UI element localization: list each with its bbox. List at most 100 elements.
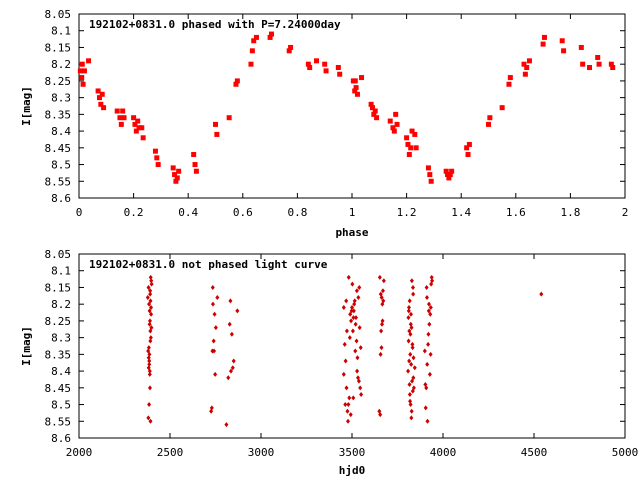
unphased-x-tick-label: 5000	[612, 446, 639, 459]
phased-data-point	[286, 48, 292, 54]
unphased-data-point	[410, 388, 415, 394]
unphased-data-point	[148, 418, 153, 424]
unphased-y-tick-label: 8.25	[45, 315, 72, 328]
unphased-data-point	[378, 412, 383, 418]
unphased-data-point	[412, 365, 417, 371]
unphased-data-point	[423, 405, 428, 411]
unphased-data-point	[409, 415, 414, 421]
unphased-data-point	[347, 395, 352, 401]
phased-data-point	[81, 68, 87, 74]
unphased-data-point	[408, 351, 413, 357]
unphased-x-tick-label: 3000	[248, 446, 275, 459]
phased-data-points	[77, 31, 616, 184]
phased-x-tick-label: 0.6	[233, 206, 253, 219]
phased-data-point	[253, 34, 259, 40]
unphased-data-point	[352, 301, 357, 307]
unphased-data-point	[409, 278, 414, 284]
phased-data-point	[412, 131, 418, 137]
unphased-data-point	[145, 294, 150, 300]
unphased-data-point	[426, 308, 431, 314]
unphased-y-tick-label: 8.35	[45, 348, 72, 361]
phased-data-point	[307, 65, 313, 71]
phased-y-tick-label: 8.2	[51, 58, 71, 71]
phased-data-point	[369, 105, 375, 111]
phased-data-point	[139, 125, 145, 131]
unphased-y-axis-label: I[mag]	[20, 326, 33, 366]
phased-x-tick-label: 1.4	[451, 206, 471, 219]
unphased-data-point	[379, 328, 384, 334]
phased-x-tick-label: 0.4	[178, 206, 198, 219]
phased-data-point	[154, 155, 160, 161]
phased-data-point	[359, 75, 365, 81]
phased-y-tick-label: 8.45	[45, 142, 72, 155]
phased-data-point	[487, 115, 493, 121]
unphased-data-point	[230, 365, 235, 371]
unphased-y-tick-label: 8.45	[45, 382, 72, 395]
phased-data-point	[559, 38, 565, 44]
phased-data-point	[172, 172, 178, 178]
phased-chart-panel: 192102+0831.0 phased with P=7.24000day p…	[20, 8, 628, 239]
phased-data-point	[249, 48, 255, 54]
unphased-data-point	[149, 325, 154, 331]
phased-data-point	[86, 58, 92, 64]
unphased-data-point	[351, 395, 356, 401]
unphased-y-tick-label: 8.05	[45, 248, 72, 261]
phased-data-point	[120, 108, 126, 114]
phased-data-point	[354, 91, 360, 97]
phased-x-ticks: 0 0.2 0.4 0.6 0.8 1 1.2 1.4 1.6 1.8 2	[76, 14, 629, 219]
phased-data-point	[427, 172, 433, 178]
unphased-data-point	[343, 402, 348, 408]
unphased-y-tick-label: 8.15	[45, 281, 72, 294]
phased-data-point	[170, 165, 176, 171]
unphased-data-point	[424, 284, 429, 290]
unphased-data-point	[347, 335, 352, 341]
unphased-y-tick-label: 8.3	[51, 332, 71, 345]
unphased-data-point	[354, 315, 359, 321]
unphased-data-point	[407, 392, 412, 398]
unphased-data-point	[353, 321, 358, 327]
phased-data-point	[135, 118, 141, 124]
unphased-data-point	[349, 318, 354, 324]
phased-y-tick-label: 8.05	[45, 8, 72, 21]
phased-data-point	[132, 121, 138, 127]
unphased-y-tick-label: 8.55	[45, 415, 72, 428]
unphased-data-point	[147, 358, 152, 364]
unphased-data-point	[358, 345, 363, 351]
phased-data-point	[192, 162, 198, 168]
phased-data-point	[391, 128, 397, 134]
unphased-data-point	[148, 274, 153, 280]
unphased-data-point	[429, 274, 434, 280]
unphased-data-point	[406, 305, 411, 311]
phased-data-point	[314, 58, 320, 64]
phased-plot-frame	[78, 13, 626, 199]
unphased-data-point	[231, 358, 236, 364]
phased-data-point	[193, 168, 199, 174]
phased-data-point	[114, 108, 120, 114]
phased-y-tick-label: 8.5	[51, 159, 71, 172]
unphased-y-ticks: 8.05 8.1 8.15 8.2 8.25 8.3 8.35 8.4 8.45 8.5 8.55 8…	[45, 248, 625, 445]
unphased-data-point	[357, 325, 362, 331]
phased-data-point	[371, 111, 377, 117]
phased-data-point	[267, 34, 273, 40]
phased-data-point	[352, 88, 358, 94]
phased-y-tick-label: 8.55	[45, 175, 72, 188]
phased-data-point	[191, 152, 197, 158]
phased-x-tick-label: 1.8	[560, 206, 580, 219]
phased-data-point	[595, 54, 601, 60]
unphased-data-point	[210, 301, 215, 307]
phased-data-point	[353, 85, 359, 91]
unphased-y-tick-label: 8.1	[51, 265, 71, 278]
phased-x-tick-label: 2	[622, 206, 629, 219]
unphased-data-point	[146, 415, 151, 421]
unphased-data-point	[354, 288, 359, 294]
phased-data-point	[561, 48, 567, 54]
phased-data-point	[608, 61, 614, 67]
unphased-x-tick-label: 2500	[157, 446, 184, 459]
unphased-data-point	[426, 341, 431, 347]
unphased-data-point	[147, 301, 152, 307]
unphased-data-point	[407, 358, 412, 364]
unphased-data-point	[428, 305, 433, 311]
unphased-data-point	[426, 331, 431, 337]
phased-data-point	[95, 88, 101, 94]
unphased-data-point	[355, 355, 360, 361]
